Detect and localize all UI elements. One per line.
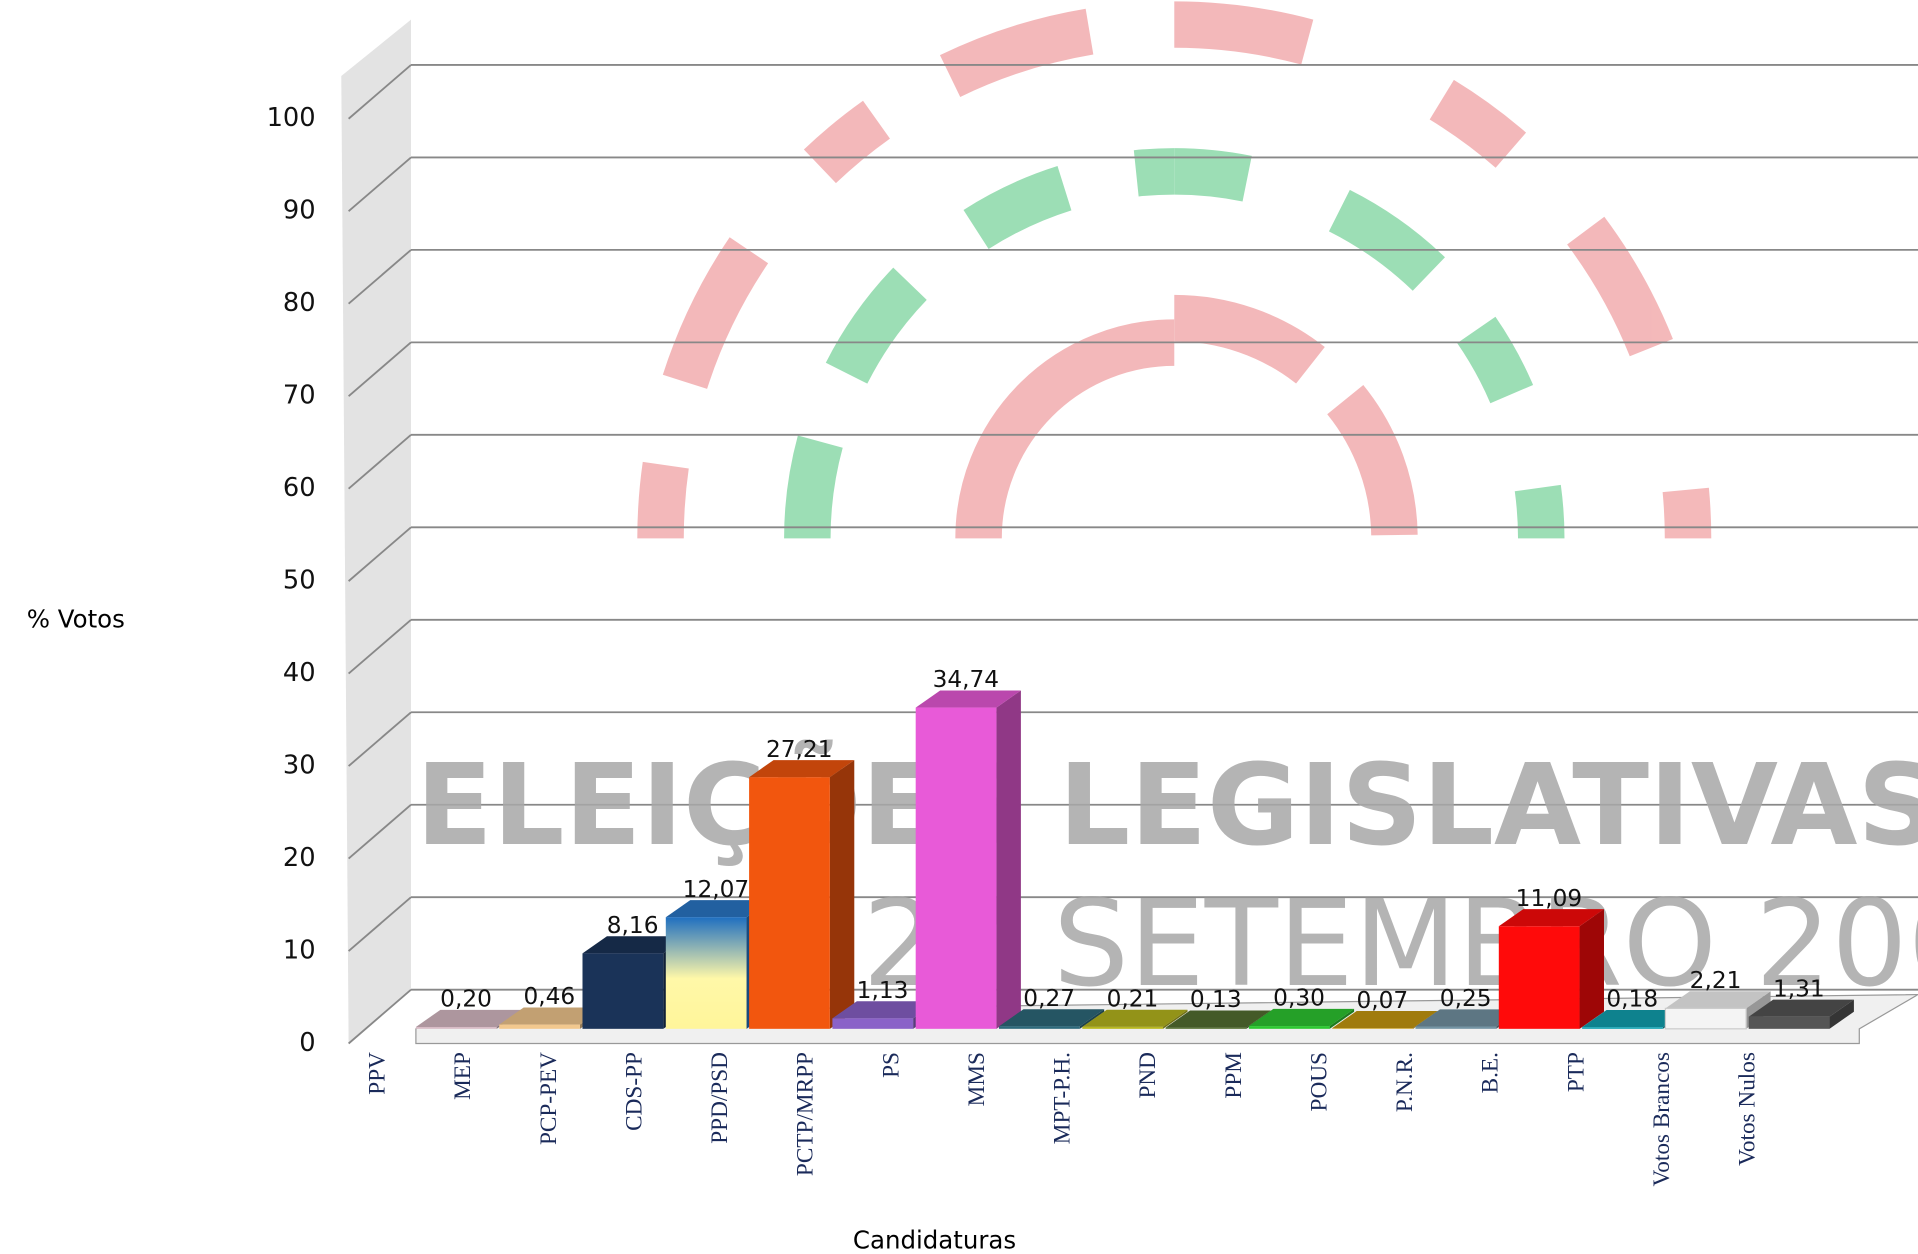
x-tick-label: POUS — [1306, 1052, 1332, 1111]
value-label: 0,07 — [1356, 987, 1408, 1014]
bar-side — [830, 760, 854, 1029]
value-label: 1,31 — [1773, 975, 1825, 1002]
y-tick-label: 50 — [283, 566, 316, 596]
value-label: 0,20 — [440, 986, 492, 1013]
value-label: 1,13 — [857, 977, 909, 1004]
chart: ELEIÇÕES LEGISLATIVAS 27 SETEMBRO 2009 %… — [0, 0, 1918, 1254]
value-label: 0,46 — [523, 983, 575, 1010]
value-label: 0,13 — [1190, 986, 1242, 1013]
value-label: 27,21 — [766, 736, 833, 763]
x-tick-label: CDS-PP — [621, 1052, 647, 1131]
bar-front — [749, 777, 830, 1029]
bar-front — [1082, 1027, 1163, 1029]
value-label: 0,30 — [1273, 985, 1325, 1012]
bar-front — [999, 1026, 1080, 1028]
y-tick-label: 0 — [299, 1028, 315, 1058]
x-tick-label: B.E. — [1478, 1052, 1504, 1093]
left-wall — [341, 20, 411, 1044]
x-tick-label: MPT-P.H. — [1050, 1052, 1076, 1144]
y-axis-title: % Votos — [27, 604, 125, 633]
value-label: 34,74 — [933, 666, 1000, 693]
y-tick-label: 40 — [283, 658, 316, 688]
background-decoration — [661, 25, 1689, 539]
bar-side — [1580, 909, 1604, 1029]
x-tick-label: PPD/PSD — [707, 1052, 733, 1144]
x-axis-title: Candidaturas — [853, 1226, 1016, 1254]
value-label: 2,21 — [1690, 967, 1742, 994]
x-tick-label: PND — [1135, 1052, 1161, 1098]
bar-front — [416, 1027, 497, 1029]
bar-front — [1665, 1008, 1746, 1028]
x-tick-label: PPM — [1221, 1052, 1247, 1099]
value-label: 0,27 — [1023, 985, 1075, 1012]
bar-front — [582, 953, 663, 1028]
bar-front — [1749, 1017, 1830, 1029]
value-label: 8,16 — [607, 912, 659, 939]
value-label: 0,18 — [1606, 986, 1658, 1013]
y-tick-label: 100 — [267, 103, 316, 133]
y-tick-label: 10 — [283, 936, 316, 966]
bar — [749, 760, 854, 1029]
bar-side — [996, 690, 1020, 1028]
y-tick-label: 60 — [283, 473, 316, 503]
bar-front — [1582, 1027, 1663, 1029]
y-tick-label: 30 — [283, 751, 316, 781]
x-tick-label: PTP — [1563, 1052, 1589, 1092]
bar-front — [1332, 1028, 1413, 1029]
bar-front — [1166, 1028, 1247, 1029]
bar-front — [1499, 926, 1580, 1029]
x-tick-label: MMS — [964, 1052, 990, 1106]
bar — [1499, 909, 1604, 1029]
x-tick-label: PS — [878, 1052, 904, 1078]
y-tick-label: 90 — [283, 196, 316, 226]
bar — [916, 690, 1021, 1028]
value-label: 11,09 — [1516, 885, 1583, 912]
y-tick-label: 70 — [283, 381, 316, 411]
y-tick-label: 20 — [283, 843, 316, 873]
bar-front — [666, 917, 747, 1029]
x-tick-label: P.N.R. — [1392, 1052, 1418, 1112]
x-tick-label: PCTP/MRPP — [793, 1052, 819, 1176]
x-tick-label: PPV — [365, 1052, 391, 1095]
bar-front — [1249, 1026, 1330, 1029]
x-tick-label: Votos Nulos — [1735, 1052, 1761, 1166]
y-tick-label: 80 — [283, 288, 316, 318]
bar-front — [499, 1025, 580, 1029]
watermark: ELEIÇÕES LEGISLATIVAS — [416, 740, 1918, 871]
bar-front — [832, 1018, 913, 1028]
x-tick-label: Votos Brancos — [1649, 1052, 1675, 1186]
x-tick-label: MEP — [450, 1052, 476, 1100]
value-label: 0,21 — [1107, 985, 1159, 1012]
bar-front — [916, 708, 997, 1029]
value-label: 0,25 — [1440, 985, 1492, 1012]
x-tick-label: PCP-PEV — [536, 1052, 562, 1145]
bar-front — [1416, 1027, 1497, 1029]
value-label: 12,07 — [683, 876, 750, 903]
